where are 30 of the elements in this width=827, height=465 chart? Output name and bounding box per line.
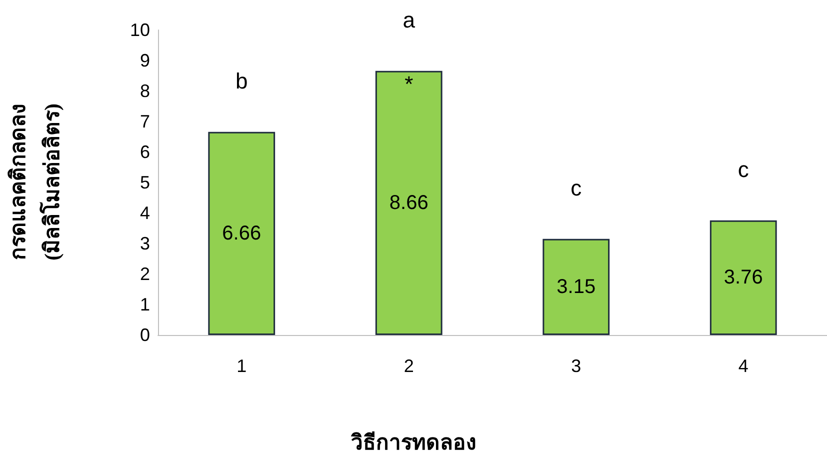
annotation: a <box>402 7 416 32</box>
bar <box>208 132 276 335</box>
x-tick-label: 4 <box>738 356 748 376</box>
y-axis-title: กรดแลคติกลดลง (มิลลิโมลต่อลิตร) <box>6 104 64 260</box>
x-tick-label: 3 <box>571 356 582 376</box>
y-tick-label: 2 <box>140 264 150 284</box>
x-tick-label: 2 <box>404 356 414 376</box>
annotation: c <box>570 175 582 200</box>
y-tick-label: 1 <box>140 294 150 314</box>
data-label: 6.66 <box>222 222 262 244</box>
y-tick-label: 10 <box>130 20 150 40</box>
data-label: 8.66 <box>389 192 428 214</box>
y-tick-label: 7 <box>140 112 150 132</box>
data-label: 3.15 <box>556 276 596 298</box>
y-tick-label: 5 <box>140 172 150 192</box>
bar <box>542 238 610 335</box>
bar <box>710 220 777 335</box>
data-label: 3.76 <box>724 266 763 289</box>
annotation: c <box>738 156 749 182</box>
y-tick-label: 6 <box>140 142 150 162</box>
annotation: * <box>404 71 414 96</box>
x-tick-label: 1 <box>236 356 247 376</box>
y-tick-label: 9 <box>140 50 150 70</box>
x-axis-title: วิธีการทดลอง <box>350 430 476 454</box>
bar <box>375 70 442 335</box>
y-tick-label: 3 <box>140 234 150 254</box>
y-tick-label: 0 <box>140 325 150 345</box>
y-tick-label: 4 <box>140 203 150 223</box>
y-tick-label: 8 <box>140 81 150 101</box>
annotation: b <box>236 68 248 94</box>
